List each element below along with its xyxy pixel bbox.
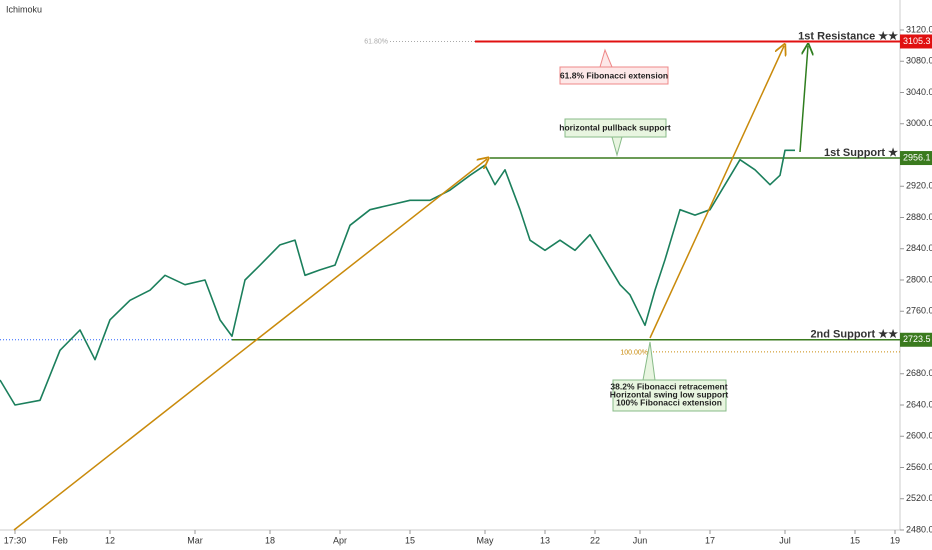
x-tick-label: 17 — [705, 535, 715, 545]
x-tick-label: Feb — [52, 535, 68, 545]
x-tick-label: 15 — [850, 535, 860, 545]
y-tick-label: 2760.0 — [906, 306, 932, 316]
price-tag — [900, 151, 932, 166]
y-tick-label: 2880.0 — [906, 212, 932, 222]
x-tick-label: 17:30 — [4, 535, 27, 545]
callout-box — [559, 48, 669, 85]
y-tick-label: 2600.0 — [906, 431, 932, 441]
x-tick-label: 18 — [265, 535, 275, 545]
y-tick-label: 2640.0 — [906, 399, 932, 409]
callout-box — [612, 341, 727, 412]
y-tick-label: 2560.0 — [906, 462, 932, 472]
y-tick-label: 2480.0 — [906, 524, 932, 534]
x-tick-label: 19 — [890, 535, 900, 545]
price-line — [0, 149, 795, 406]
price-tag — [900, 34, 932, 49]
x-tick-label: 12 — [105, 535, 115, 545]
callout-text: horizontal pullback support — [559, 122, 671, 132]
level-name: 1st Resistance ★★ — [798, 30, 898, 42]
callout-text: 38.2% Fibonacci retracement — [610, 381, 727, 391]
y-tick-label: 2520.0 — [906, 493, 932, 503]
y-tick-label: 2800.0 — [906, 274, 932, 284]
y-tick-label: 3080.0 — [906, 56, 932, 66]
price-tag-label: 2723.5 — [903, 334, 931, 344]
x-tick-label: Apr — [333, 535, 347, 545]
callout-text: 100% Fibonacci extension — [616, 397, 722, 407]
fib-label: 61.80% — [364, 38, 388, 45]
x-tick-label: Mar — [187, 535, 203, 545]
x-tick-label: May — [476, 535, 494, 545]
y-tick-label: 3120.0 — [906, 24, 932, 34]
y-tick-label: 2680.0 — [906, 368, 932, 378]
callout-text: 61.8% Fibonacci extension — [560, 70, 668, 80]
callout-box — [564, 118, 667, 157]
y-tick-label: 3040.0 — [906, 87, 932, 97]
x-tick-label: Jun — [633, 535, 648, 545]
price-tag-label: 2956.1 — [903, 152, 931, 162]
y-tick-label: 3000.0 — [906, 118, 932, 128]
fib-label: 100.00% — [620, 350, 648, 357]
chart-title: Ichimoku — [6, 4, 42, 14]
plot: 2480.0 2520.0 2560.0 2600.0 2640.0 2680.0 2760… — [0, 24, 932, 545]
y-tick-label: 2840.0 — [906, 243, 932, 253]
x-tick-label: 15 — [405, 535, 415, 545]
callout-text: Horizontal swing low support — [610, 389, 729, 399]
level-name: 1st Support ★ — [824, 147, 898, 159]
trend-arrow — [649, 46, 784, 339]
level-name: 2nd Support ★★ — [810, 329, 898, 341]
price-tag-label: 3105.3 — [903, 36, 931, 46]
y-tick-label: 2920.0 — [906, 181, 932, 191]
price-tag — [900, 332, 932, 347]
x-tick-label: 22 — [590, 535, 600, 545]
x-tick-label: Jul — [779, 535, 791, 545]
x-tick-label: 13 — [540, 535, 550, 545]
target-arrow — [799, 46, 808, 153]
trend-arrow — [13, 159, 487, 531]
